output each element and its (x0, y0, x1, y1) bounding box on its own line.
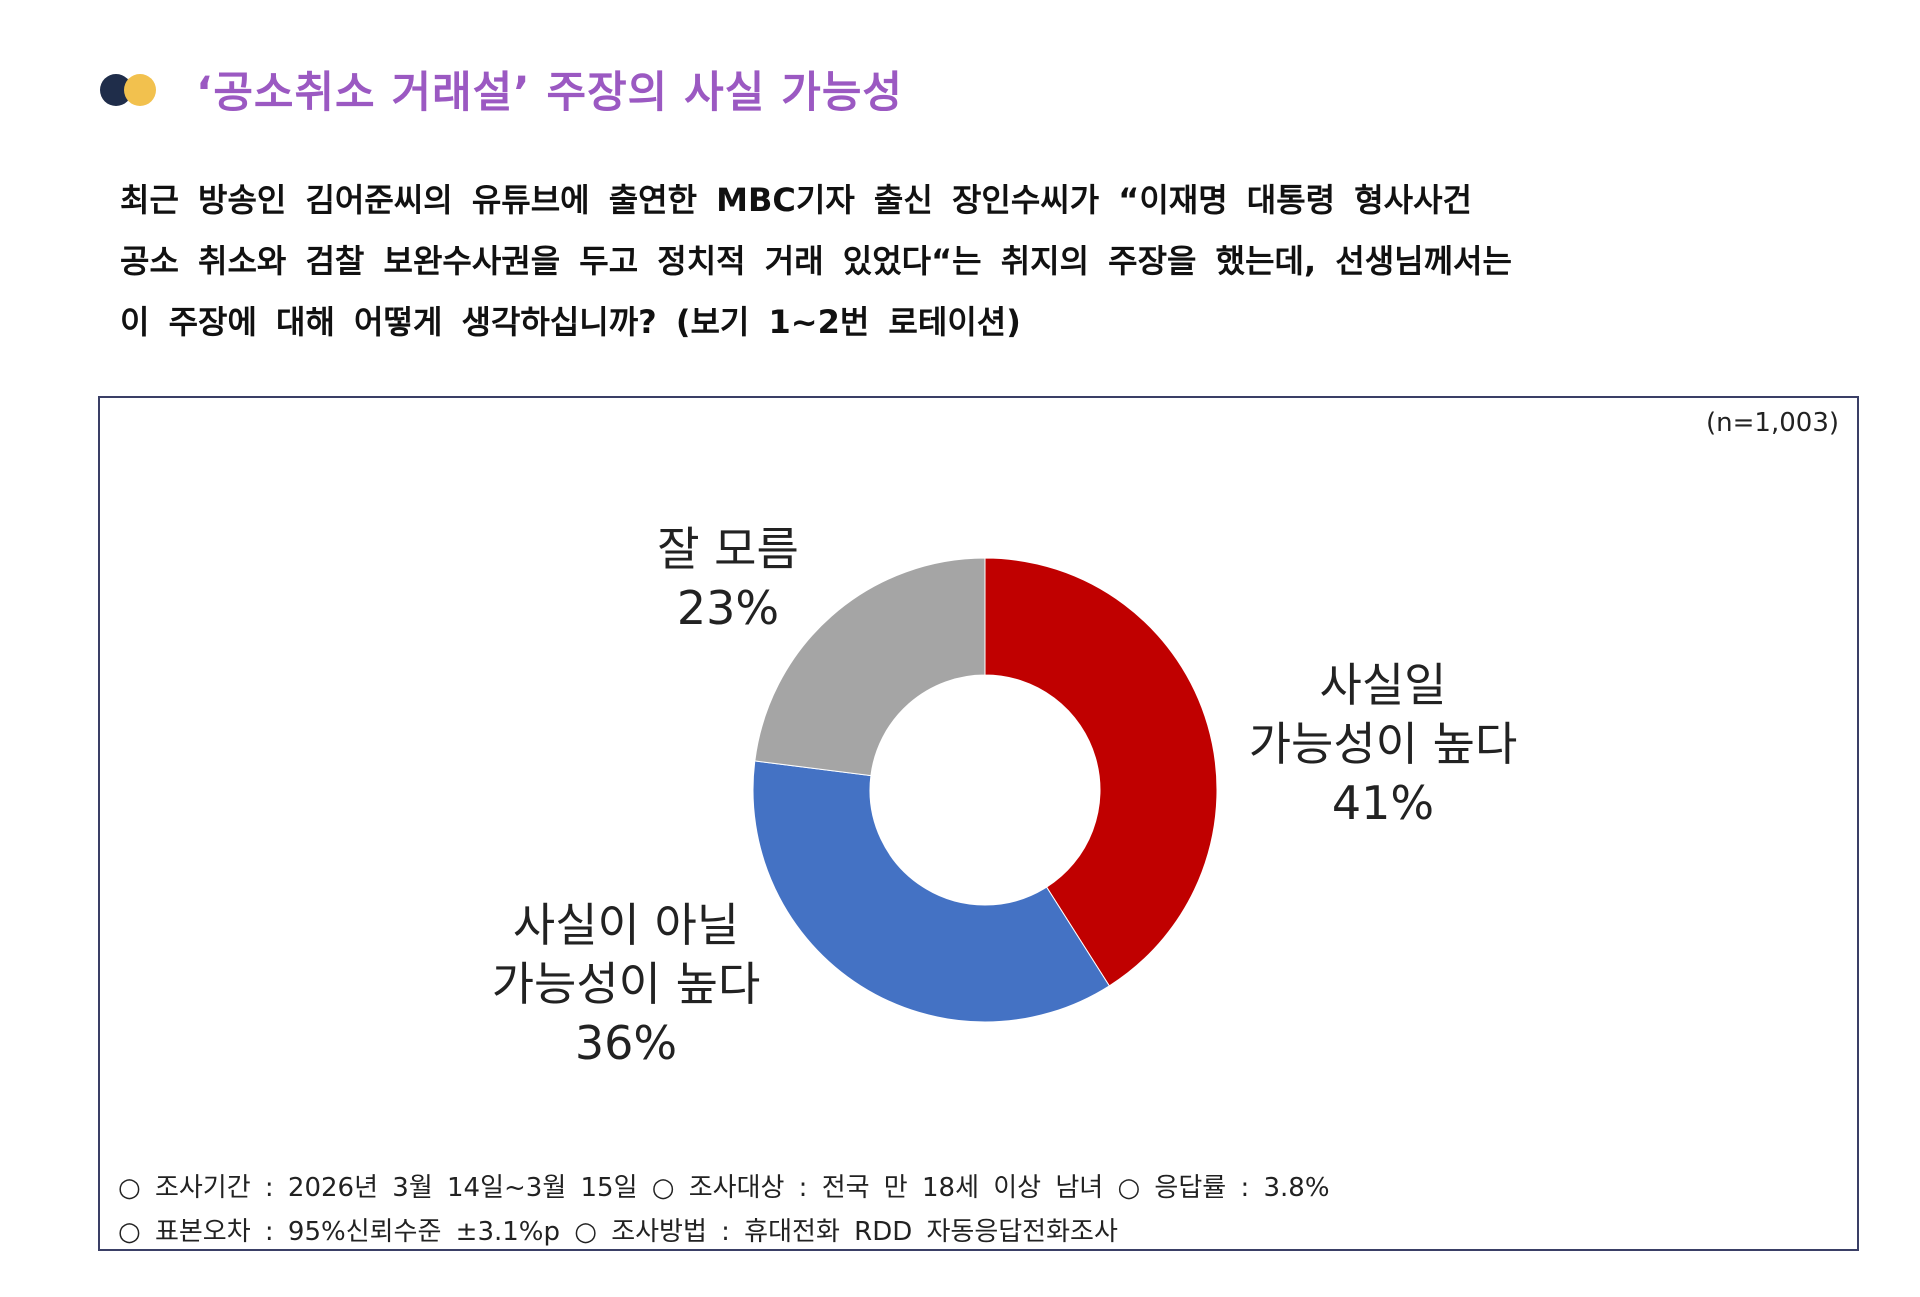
slice-value-label: 41% (1331, 776, 1435, 830)
chart-panel: (n=1,003) 사실일 가능성이 높다 41% 사실이 아닐 가능성이 높다… (98, 396, 1859, 1251)
slice-label-line: 가능성이 높다 (1248, 717, 1518, 771)
question-line: 이 주장에 대해 어떻게 생각하십니까? (보기 1~2번 로테이션) (120, 303, 1021, 341)
slice-likely-false (752, 760, 1111, 1023)
slice-value-label: 36% (574, 1016, 678, 1070)
sample-size: (n=1,003) (1706, 408, 1839, 438)
slice-label-unknown: 잘 모름 23% (657, 520, 799, 638)
donut-chart (752, 557, 1218, 1023)
slice-likely-true (984, 557, 1218, 987)
slice-label-likely-false: 사실이 아닐 가능성이 높다 36% (492, 896, 761, 1073)
question-line: 최근 방송인 김어준씨의 유튜브에 출연한 MBC기자 출신 장인수씨가 “이재… (120, 181, 1472, 219)
slice-value-label: 23% (676, 581, 780, 635)
question-text: 최근 방송인 김어준씨의 유튜브에 출연한 MBC기자 출신 장인수씨가 “이재… (120, 170, 1840, 353)
slice-label-line: 사실일 (1319, 658, 1447, 712)
page-title: ‘공소취소 거래설’ 주장의 사실 가능성 (196, 68, 903, 118)
question-line: 공소 취소와 검찰 보완수사권을 두고 정치적 거래 있었다“는 취지의 주장을… (120, 242, 1512, 280)
footer-line: ○ 조사기간 : 2026년 3월 14일~3월 15일 ○ 조사대상 : 전국… (118, 1173, 1330, 1203)
title-dots-icon (100, 74, 160, 108)
footer-line: ○ 표본오차 : 95%신뢰수준 ±3.1%p ○ 조사방법 : 휴대전화 RD… (118, 1217, 1118, 1247)
yellow-dot-icon (124, 74, 156, 106)
slice-label-line: 잘 모름 (657, 522, 799, 576)
slice-label-line: 가능성이 높다 (491, 957, 761, 1011)
slice-label-line: 사실이 아닐 (512, 898, 740, 952)
slice-label-likely-true: 사실일 가능성이 높다 41% (1249, 656, 1518, 833)
slice-unknown (754, 557, 986, 777)
survey-footer: ○ 조사기간 : 2026년 3월 14일~3월 15일 ○ 조사대상 : 전국… (118, 1166, 1330, 1254)
